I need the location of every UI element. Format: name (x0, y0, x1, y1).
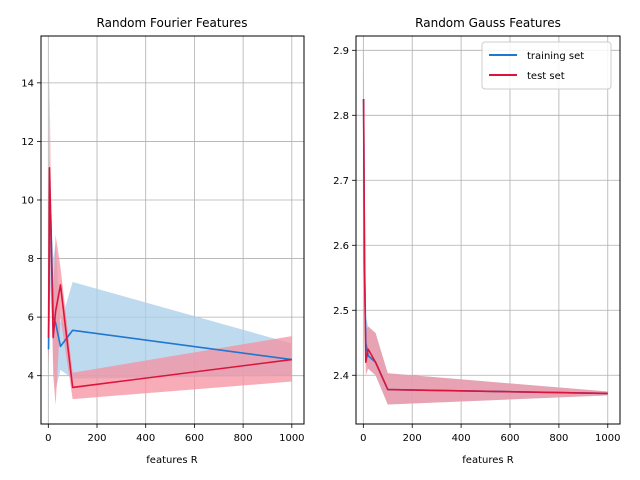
x-tick-label-gauss: 800 (549, 433, 568, 444)
series-line-gauss-test (362, 99, 608, 395)
plot-area-gauss: 0 200 400 600 800 1000 2.4 2.5 2.6 2.7 2.8 2.9 (333, 35, 621, 444)
x-tick-label-fourier: 400 (136, 433, 155, 444)
legend-label-training: training set (527, 51, 584, 62)
y-tick-label-gauss: 2.9 (333, 46, 349, 57)
x-axis-label-fourier: features R (146, 455, 197, 466)
plot-area-fourier: 0 200 400 600 800 1000 4 6 8 10 12 14 (21, 35, 305, 444)
series-line-fourier-test (47, 166, 292, 389)
x-tick-label-fourier: 600 (185, 433, 204, 444)
x-tick-label-fourier: 200 (87, 433, 106, 444)
x-axis-label-gauss: features R (462, 455, 513, 466)
y-tick-label-gauss: 2.6 (333, 241, 349, 252)
y-tick-label-fourier: 14 (21, 78, 34, 89)
y-tick-label-fourier: 8 (28, 254, 34, 265)
chart-title-gauss: Random Gauss Features (415, 16, 561, 30)
legend: training set test set (481, 41, 612, 90)
legend-frame (481, 41, 612, 90)
x-tick-label-gauss: 0 (360, 433, 366, 444)
chart-panel-fourier: Random Fourier Features features R 0 200 4… (21, 16, 304, 466)
x-tick-label-gauss: 200 (403, 433, 422, 444)
chart-title-fourier: Random Fourier Features (97, 16, 248, 30)
y-tick-label-fourier: 4 (28, 371, 34, 382)
x-tick-label-fourier: 0 (45, 433, 51, 444)
x-tick-label-fourier: 1000 (279, 433, 304, 444)
y-tick-label-gauss: 2.8 (333, 111, 349, 122)
x-tick-label-gauss: 400 (452, 433, 471, 444)
y-tick-label-fourier: 10 (21, 195, 34, 206)
legend-label-test: test set (527, 71, 565, 82)
axes-frame-fourier (40, 35, 305, 425)
y-tick-label-fourier: 12 (21, 137, 34, 148)
chart-panel-gauss: Random Gauss Features features R 0 200 400… (333, 16, 620, 466)
axes-frame-gauss (355, 35, 621, 425)
y-tick-label-fourier: 6 (28, 313, 34, 324)
y-tick-label-gauss: 2.7 (333, 176, 349, 187)
x-tick-label-gauss: 600 (500, 433, 519, 444)
y-tick-label-gauss: 2.5 (333, 306, 349, 317)
x-tick-label-fourier: 800 (234, 433, 253, 444)
y-tick-label-gauss: 2.4 (333, 371, 349, 382)
confidence-band-fourier-test (48, 68, 292, 405)
x-tick-label-gauss: 1000 (595, 433, 620, 444)
